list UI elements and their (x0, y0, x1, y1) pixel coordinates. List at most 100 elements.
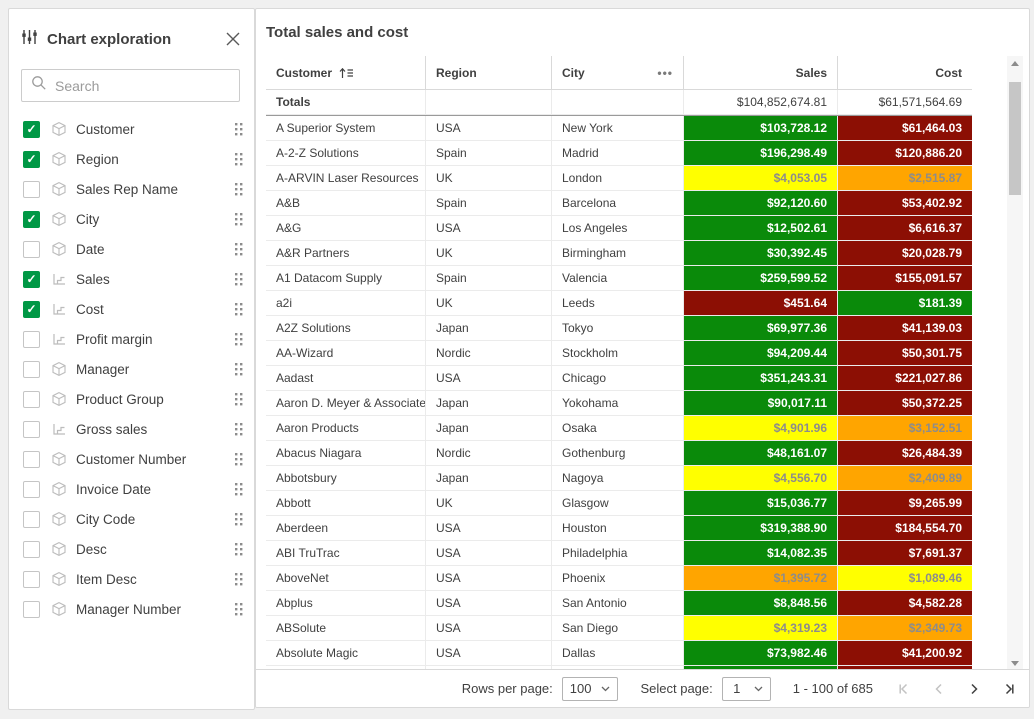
cell-region[interactable]: USA (426, 516, 552, 541)
field-item[interactable]: Customer Number (9, 444, 254, 474)
cell-region[interactable]: Spain (426, 266, 552, 291)
drag-handle-icon[interactable] (235, 272, 243, 286)
column-header-cost[interactable]: Cost (935, 65, 962, 80)
cell-city[interactable]: San Diego (552, 616, 684, 641)
cell-region[interactable]: Japan (426, 466, 552, 491)
cell-customer[interactable]: A&R Partners (266, 241, 426, 266)
cell-city[interactable]: Glasgow (552, 491, 684, 516)
cell-region[interactable]: USA (426, 591, 552, 616)
field-checkbox[interactable] (23, 360, 40, 378)
cell-customer[interactable]: Abacus Niagara (266, 441, 426, 466)
cell-city[interactable]: Philadelphia (552, 541, 684, 566)
cell-region[interactable]: USA (426, 616, 552, 641)
scroll-up-icon[interactable] (1011, 61, 1019, 66)
cell-customer[interactable]: A2Z Solutions (266, 316, 426, 341)
last-page-icon[interactable] (1002, 682, 1016, 696)
drag-handle-icon[interactable] (235, 212, 243, 226)
close-icon[interactable] (226, 32, 240, 46)
first-page-icon[interactable] (897, 682, 911, 696)
drag-handle-icon[interactable] (235, 392, 243, 406)
field-checkbox[interactable] (23, 510, 40, 528)
cell-customer[interactable]: Aberdeen (266, 516, 426, 541)
cell-region[interactable]: UK (426, 491, 552, 516)
cell-customer[interactable]: Aaron D. Meyer & Associates (266, 391, 426, 416)
drag-handle-icon[interactable] (235, 422, 243, 436)
cell-city[interactable]: London (552, 166, 684, 191)
field-checkbox[interactable] (23, 450, 40, 468)
scroll-down-icon[interactable] (1011, 661, 1019, 666)
next-page-icon[interactable] (967, 682, 981, 696)
cell-city[interactable]: Houston (552, 516, 684, 541)
field-checkbox[interactable] (23, 420, 40, 438)
search-input[interactable] (55, 77, 236, 94)
drag-handle-icon[interactable] (235, 572, 243, 586)
cell-customer[interactable]: A1 Datacom Supply (266, 266, 426, 291)
cell-city[interactable]: Chicago (552, 366, 684, 391)
drag-handle-icon[interactable] (235, 332, 243, 346)
column-header-city[interactable]: City ••• (552, 56, 684, 89)
cell-region[interactable]: Nordic (426, 341, 552, 366)
scrollbar-thumb[interactable] (1009, 82, 1021, 195)
cell-customer[interactable]: Abbotsbury (266, 466, 426, 491)
cell-city[interactable]: Yokohama (552, 391, 684, 416)
field-item[interactable]: Desc (9, 534, 254, 564)
cell-city[interactable]: San Antonio (552, 591, 684, 616)
cell-city[interactable]: Stockholm (552, 341, 684, 366)
field-item[interactable]: Profit margin (9, 324, 254, 354)
previous-page-icon[interactable] (932, 682, 946, 696)
field-checkbox[interactable] (23, 150, 40, 168)
field-checkbox[interactable] (23, 480, 40, 498)
cell-city[interactable]: Tokyo (552, 316, 684, 341)
cell-region[interactable]: Japan (426, 391, 552, 416)
cell-customer[interactable]: Aaron Products (266, 416, 426, 441)
field-checkbox[interactable] (23, 180, 40, 198)
cell-city[interactable]: Phoenix (552, 566, 684, 591)
field-item[interactable]: Manager (9, 354, 254, 384)
column-header-sales[interactable]: Sales (684, 56, 838, 89)
select-page-select[interactable]: 1 (721, 676, 771, 701)
cell-region[interactable]: Nordic (426, 441, 552, 466)
field-item[interactable]: City (9, 204, 254, 234)
cell-customer[interactable]: Aadast (266, 366, 426, 391)
cell-region[interactable]: Japan (426, 416, 552, 441)
cell-customer[interactable]: AA-Wizard (266, 341, 426, 366)
field-checkbox[interactable] (23, 120, 40, 138)
cell-region[interactable]: USA (426, 366, 552, 391)
cell-customer[interactable]: AboveNet (266, 566, 426, 591)
cell-customer[interactable]: A&B (266, 191, 426, 216)
field-checkbox[interactable] (23, 270, 40, 288)
column-header-region[interactable]: Region (426, 56, 552, 89)
rows-per-page-select[interactable]: 100 (561, 676, 619, 701)
cell-region[interactable]: UK (426, 291, 552, 316)
drag-handle-icon[interactable] (235, 152, 243, 166)
cell-region[interactable]: Spain (426, 141, 552, 166)
cell-customer[interactable]: Abbott (266, 491, 426, 516)
drag-handle-icon[interactable] (235, 242, 243, 256)
cell-city[interactable]: Barcelona (552, 191, 684, 216)
cell-city[interactable]: Dallas (552, 641, 684, 666)
drag-handle-icon[interactable] (235, 362, 243, 376)
field-item[interactable]: City Code (9, 504, 254, 534)
field-item[interactable]: Sales (9, 264, 254, 294)
vertical-scrollbar[interactable] (1007, 56, 1023, 671)
field-checkbox[interactable] (23, 210, 40, 228)
column-menu-icon[interactable]: ••• (657, 65, 673, 80)
cell-city[interactable]: Madrid (552, 141, 684, 166)
cell-city[interactable]: Valencia (552, 266, 684, 291)
field-item[interactable]: Manager Number (9, 594, 254, 624)
field-checkbox[interactable] (23, 240, 40, 258)
cell-city[interactable]: New York (552, 116, 684, 141)
drag-handle-icon[interactable] (235, 122, 243, 136)
field-item[interactable]: Sales Rep Name (9, 174, 254, 204)
cell-city[interactable]: Leeds (552, 291, 684, 316)
field-checkbox[interactable] (23, 390, 40, 408)
cell-region[interactable]: USA (426, 116, 552, 141)
field-checkbox[interactable] (23, 330, 40, 348)
cell-region[interactable]: USA (426, 216, 552, 241)
cell-customer[interactable]: a2i (266, 291, 426, 316)
cell-city[interactable]: Birmingham (552, 241, 684, 266)
column-header-customer[interactable]: Customer (266, 56, 426, 89)
cell-customer[interactable]: Abplus (266, 591, 426, 616)
cell-city[interactable]: Los Angeles (552, 216, 684, 241)
drag-handle-icon[interactable] (235, 482, 243, 496)
